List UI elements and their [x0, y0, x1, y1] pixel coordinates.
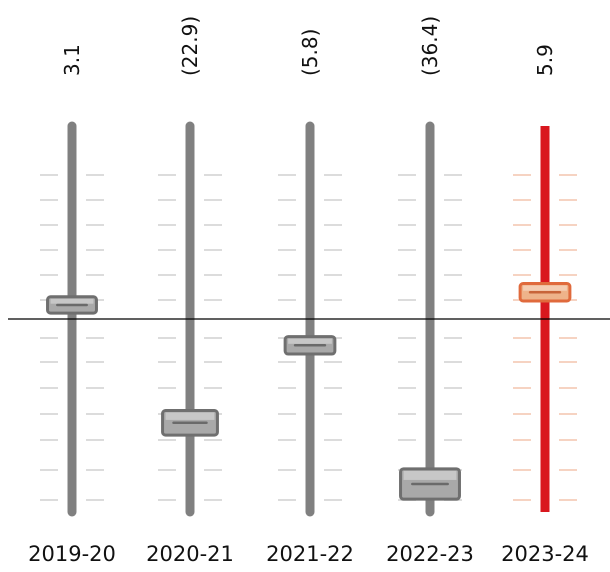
slider-knob [161, 408, 219, 437]
category-label: 2019-20 [28, 542, 116, 566]
category-label: 2021-22 [266, 542, 354, 566]
category-label: 2022-23 [386, 542, 474, 566]
labels-layer: 3.1 2019-20 (22.9) 2020-21 (5.8) 2021-22 (36.4… [28, 16, 589, 566]
slider-knob-shine [403, 470, 457, 480]
slider-knob [283, 335, 337, 356]
slider-knob-shine [50, 298, 94, 304]
slider-knob [46, 295, 98, 315]
slider-knob-shine [523, 285, 567, 291]
value-label: (22.9) [178, 16, 202, 76]
value-label: 3.1 [60, 44, 84, 76]
category-label: 2023-24 [501, 542, 589, 566]
slider-knob-shine [165, 412, 215, 420]
value-label: (5.8) [298, 29, 322, 76]
slider-knob [518, 282, 572, 303]
slider-knob [399, 467, 461, 501]
value-label: (36.4) [418, 16, 442, 76]
category-label: 2020-21 [146, 542, 234, 566]
slider-knobs-layer [46, 282, 572, 501]
slider-knob-shine [288, 338, 332, 344]
value-label: 5.9 [533, 44, 557, 76]
